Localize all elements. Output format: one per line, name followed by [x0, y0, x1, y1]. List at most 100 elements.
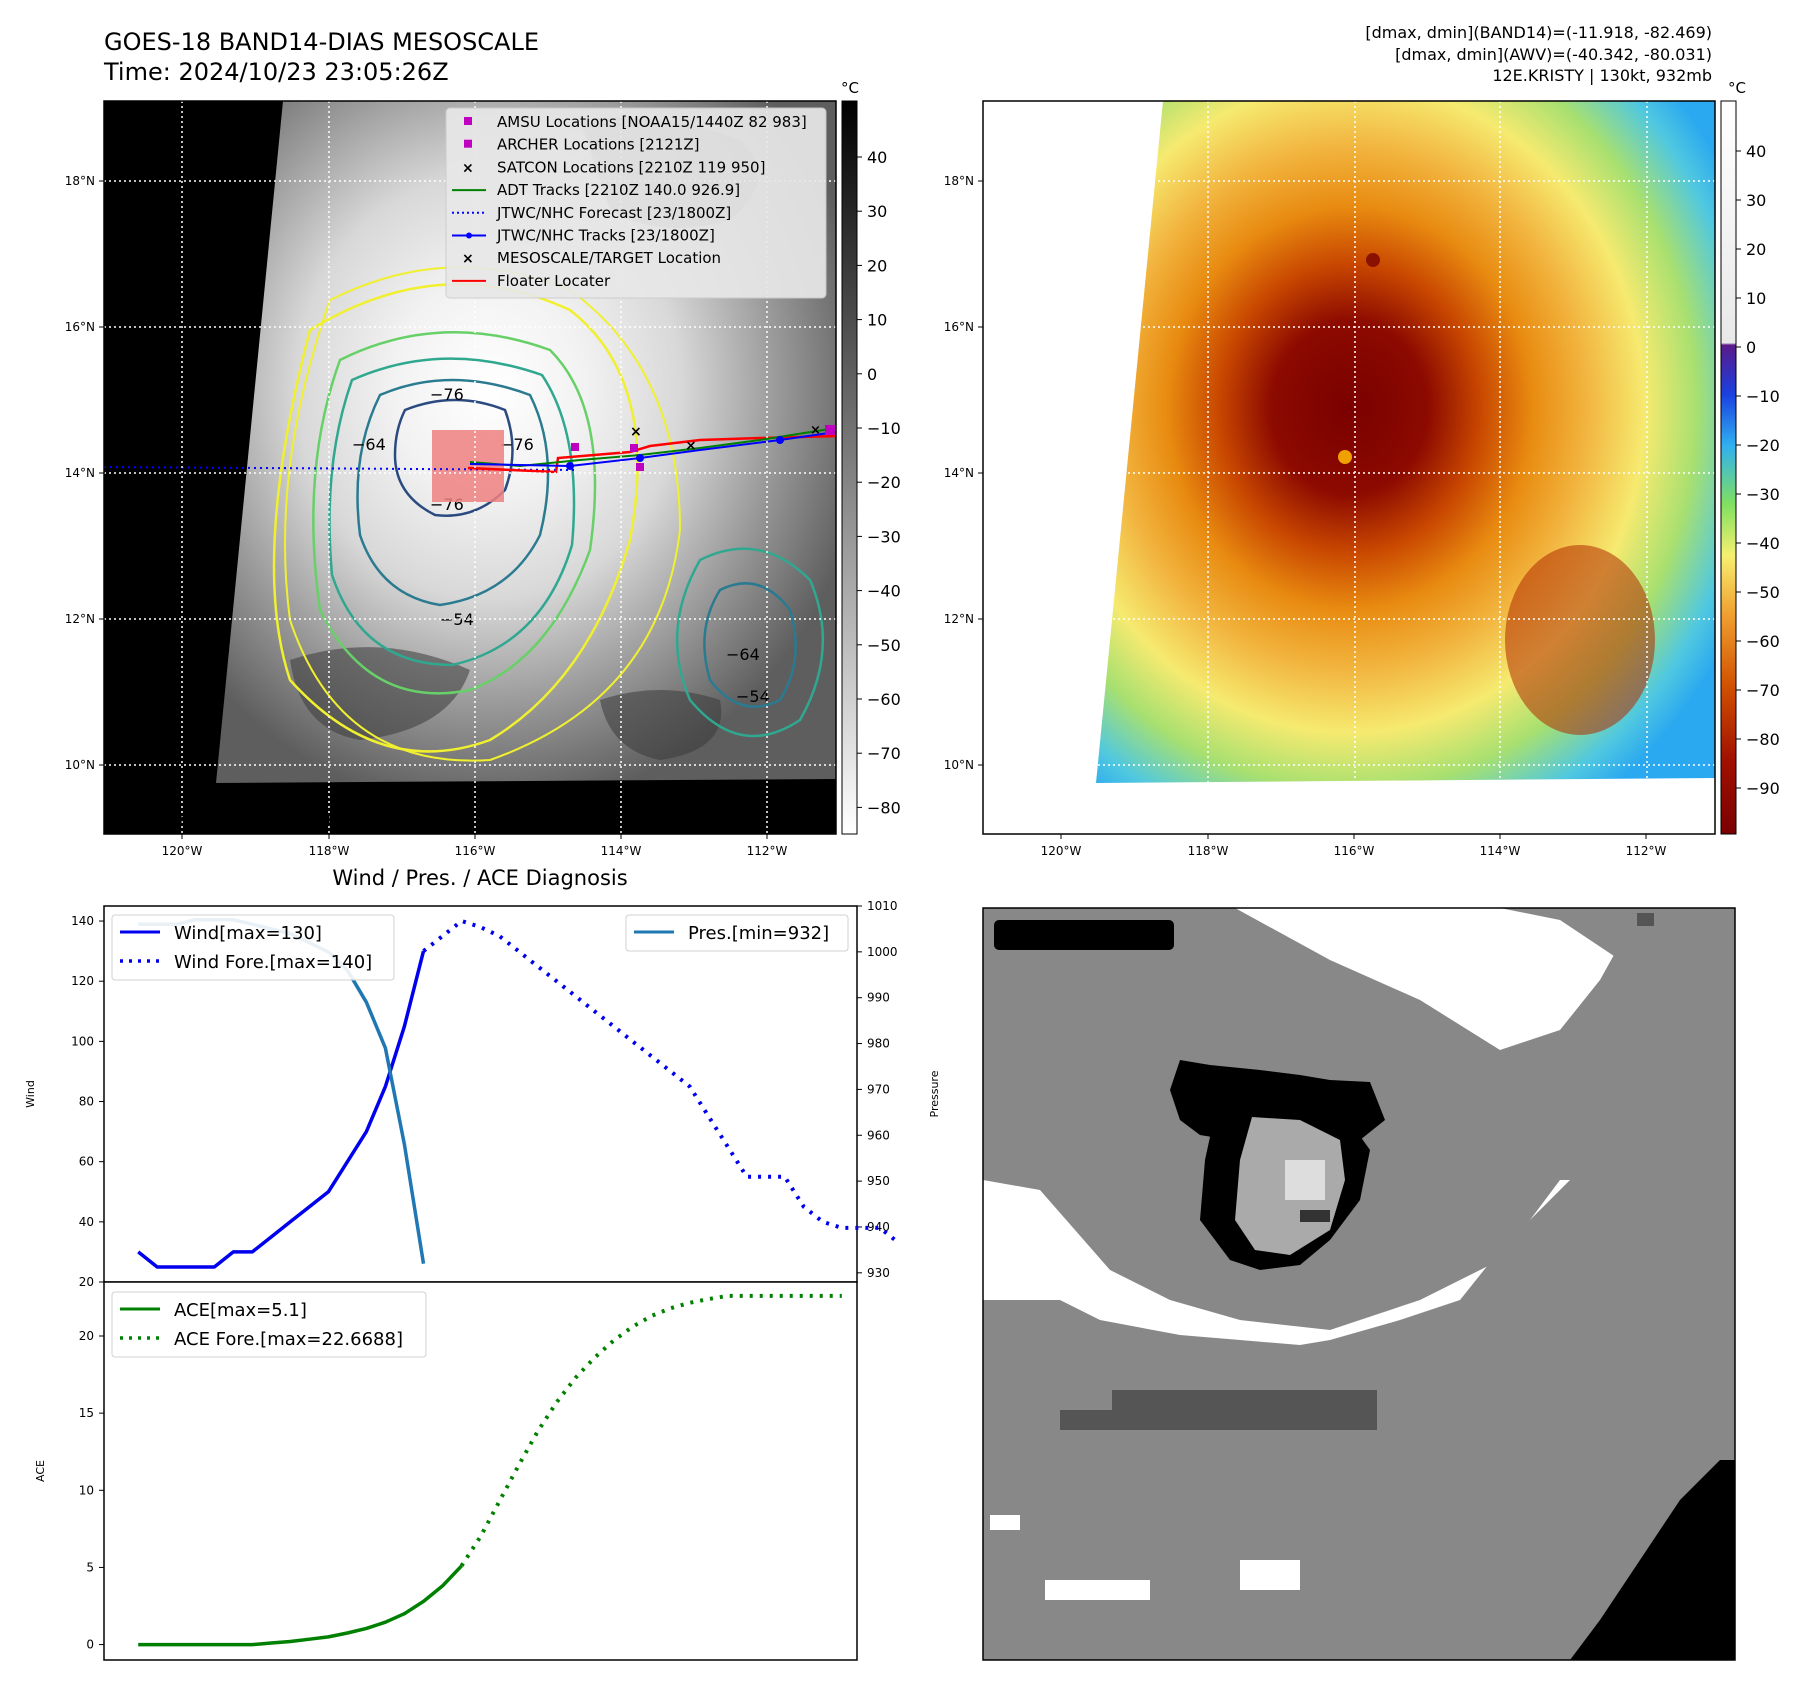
amsu-marker [571, 443, 579, 451]
ace-chart-ytick-label: 5 [86, 1560, 94, 1574]
wmg-eye-center [1285, 1160, 1325, 1200]
awv-lon-tick-label: 120°W [1041, 844, 1082, 858]
satcon-marker: × [810, 423, 821, 438]
awv-colorbar-tick-label: −40 [1746, 534, 1780, 553]
ace-chart-ytick-label: 20 [79, 1329, 94, 1343]
ace-legend-label: ACE[max=5.1] [174, 1300, 307, 1321]
legend-marker [466, 232, 472, 239]
ir-lon-tick-label: 116°W [455, 844, 496, 858]
wmg-dark-band [1112, 1390, 1377, 1430]
legend-marker [464, 139, 472, 148]
ir-colorbar-tick-label: 20 [867, 256, 887, 275]
awv-map-panel: °C 40 30 20 10 0 −10 −20 −30 −40 −50 −60 −70 −80 −90 [982, 79, 1780, 835]
wind-chart-series-0 [137, 950, 426, 1269]
wmg-dark-patch [1637, 913, 1654, 926]
awv-colorbar-tick-label: −90 [1746, 779, 1780, 798]
ir-map-panel: −76 −76 −76 −64 −54 −64 −54 × × [103, 79, 901, 835]
contour-label-2: −76 [500, 435, 534, 454]
awv-lat-tick-label: 16°N [944, 320, 974, 334]
ir-legend-box [445, 107, 827, 299]
wind-axis-label: Wind [24, 1080, 37, 1108]
ace-chart-series-0 [138, 1564, 463, 1647]
awv-colorbar-tick-label: −60 [1746, 632, 1780, 651]
wmg-image [983, 908, 1735, 1660]
ir-colorbar-tick-label: −70 [867, 744, 901, 763]
wmg-black-corner [1570, 1460, 1735, 1660]
wind-fore-legend-label: Wind Fore.[max=140] [174, 952, 372, 973]
ir-lon-tick-label: 112°W [747, 844, 788, 858]
wmg-badge [994, 920, 1174, 950]
ace-chart-ytick-label: 15 [79, 1406, 94, 1420]
awv-lat-tick-label: 18°N [944, 174, 974, 188]
contour-label-4: −64 [352, 435, 386, 454]
ir-colorbar-unit: °C [841, 79, 859, 97]
wind-chart-ytick-right-label: 950 [867, 1174, 890, 1188]
wind-chart-ytick-label: 120 [71, 974, 94, 988]
awv-colorbar-tick-label: −20 [1746, 436, 1780, 455]
ir-colorbar [841, 100, 858, 835]
ir-colorbar-tick-label: 0 [867, 365, 877, 384]
legend-marker [464, 117, 472, 125]
awv-lat-tick-label: 14°N [944, 466, 974, 480]
wind-chart-ytick-right-label: 940 [867, 1220, 890, 1234]
contour-label-1: −76 [430, 385, 464, 404]
awv-colorbar-tick-label: −70 [1746, 681, 1780, 700]
awv-colorbar-tick-label: −10 [1746, 387, 1780, 406]
wmg-eye-dark [1300, 1210, 1330, 1222]
jtwc-track-point [566, 462, 574, 470]
wmg-white-patch [990, 1515, 1020, 1530]
wind-chart-ytick-label: 20 [79, 1275, 94, 1289]
contour-label-5: −54 [440, 610, 474, 629]
legend-label: ARCHER Locations [2121Z] [497, 136, 700, 154]
awv-feature [1366, 253, 1380, 267]
awv-colorbar-tick-label: 40 [1746, 142, 1766, 161]
wind-chart-ytick-right-label: 990 [867, 991, 890, 1005]
ir-colorbar-tick-label: −40 [867, 582, 901, 601]
ir-lat-tick-label: 14°N [65, 466, 95, 480]
wind-chart-series-1 [422, 919, 901, 1245]
ir-lon-tick-label: 118°W [309, 844, 350, 858]
ir-map-frame [103, 100, 837, 835]
dmax-awv: [dmax, dmin](AWV)=(-40.342, -80.031) [1395, 45, 1712, 64]
wind-legend-label: Wind[max=130] [174, 923, 322, 944]
wmg-panel: WMG Count: 0 [982, 907, 1736, 1661]
awv-lon-tick-label: 118°W [1188, 844, 1229, 858]
ace-axis-label: ACE [34, 1460, 47, 1482]
awv-dry-region [1505, 545, 1655, 735]
jtwc-track-point [636, 454, 644, 462]
awv-lon-tick-label: 112°W [1626, 844, 1667, 858]
ir-colorbar-tick-label: −30 [867, 527, 901, 546]
ir-lon-tick-label: 114°W [601, 844, 642, 858]
contour-label-7: −54 [736, 687, 770, 706]
pressure-axis-label: Pressure [928, 1070, 941, 1117]
pressure-legend: Pres.[min=932] [625, 914, 849, 952]
ace-chart-ytick-label: 0 [86, 1638, 94, 1652]
storm-info: 12E.KRISTY | 130kt, 932mb [1492, 66, 1712, 85]
legend-label: MESOSCALE/TARGET Location [497, 249, 721, 267]
wind-legend-box [111, 914, 395, 981]
wmg-badge-text: WMG Count: 0 [1002, 925, 1155, 947]
wind-chart-ytick-label: 80 [79, 1095, 94, 1109]
wind-legend: Wind[max=130] Wind Fore.[max=140] [111, 914, 395, 981]
ir-lat-tick-label: 12°N [65, 612, 95, 626]
awv-colorbar-tick-label: −80 [1746, 730, 1780, 749]
archer-marker [636, 463, 644, 471]
mesoscale-target-box [432, 430, 504, 502]
mesoscale-marker: × [685, 438, 697, 454]
wind-chart-ytick-right-label: 970 [867, 1082, 890, 1096]
awv-colorbar-tick-label: −50 [1746, 583, 1780, 602]
wind-chart-ytick-label: 140 [71, 914, 94, 928]
awv-colorbar-tick-label: 30 [1746, 191, 1766, 210]
legend-label: Floater Locater [497, 272, 611, 290]
wmg-white-patch [1045, 1580, 1150, 1600]
jtwc-track-point [776, 436, 784, 444]
wind-chart-ytick-right-label: 930 [867, 1266, 890, 1280]
ir-lat-tick-label: 18°N [65, 174, 95, 188]
amsu-marker [825, 425, 835, 435]
wind-chart-ytick-label: 40 [79, 1215, 94, 1229]
legend-label: ADT Tracks [2210Z 140.0 926.9] [497, 181, 740, 199]
legend-label: SATCON Locations [2210Z 119 950] [497, 158, 765, 176]
wind-chart-ytick-right-label: 960 [867, 1128, 890, 1142]
ir-colorbar-tick-label: −10 [867, 419, 901, 438]
contour-label-6: −64 [726, 645, 760, 664]
